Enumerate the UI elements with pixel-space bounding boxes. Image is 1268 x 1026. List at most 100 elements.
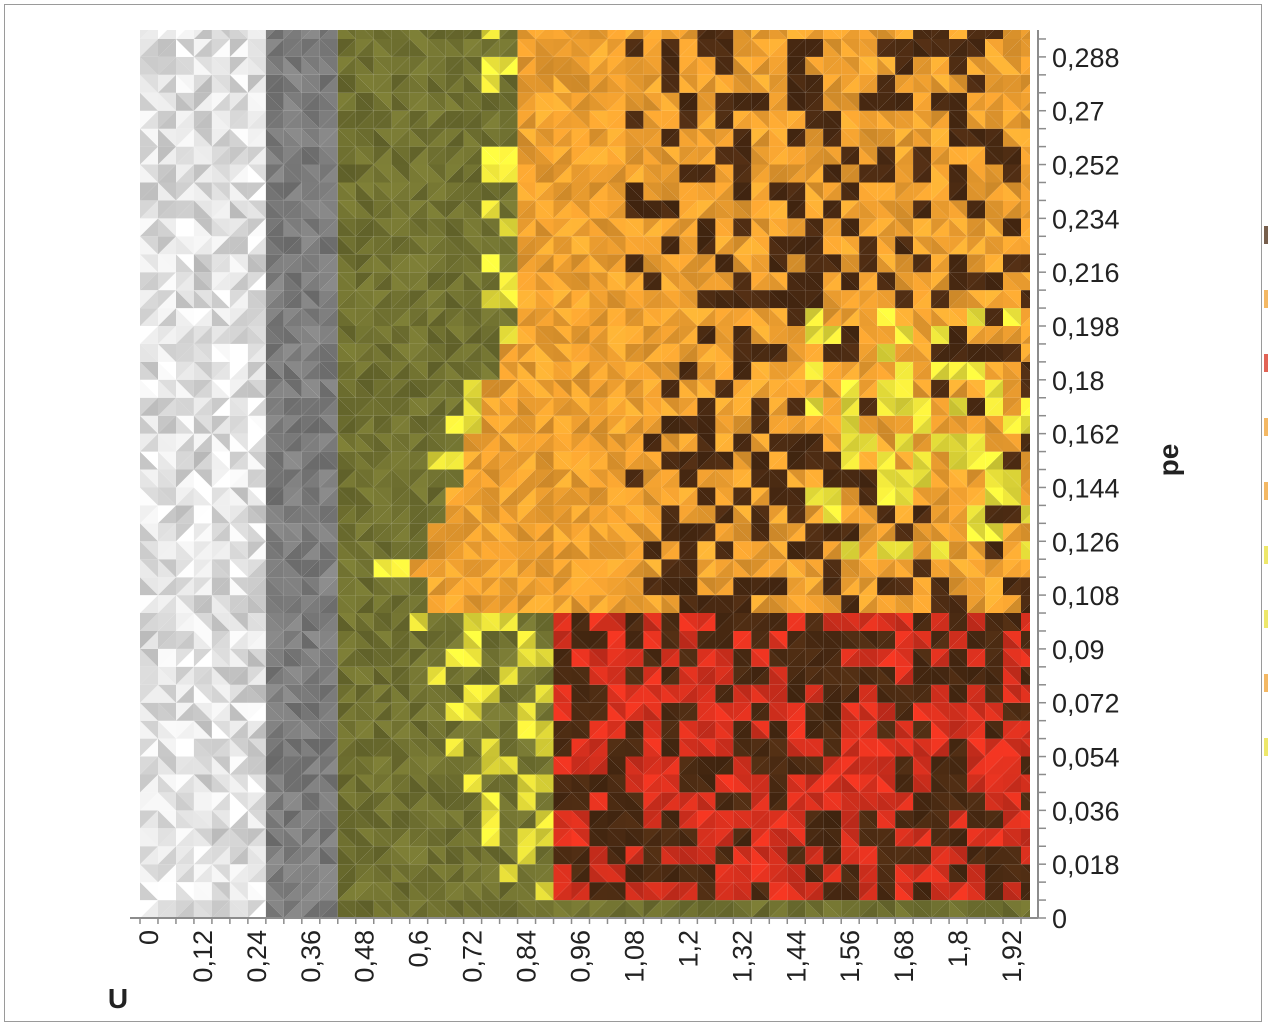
heatmap-cell xyxy=(535,236,554,255)
heatmap-cell xyxy=(607,505,626,524)
heatmap-cell xyxy=(913,92,932,111)
heatmap-cell xyxy=(805,218,824,237)
heatmap-cell xyxy=(769,505,788,524)
heatmap-cell xyxy=(355,541,374,560)
heatmap-cell xyxy=(877,218,896,237)
heatmap-cell xyxy=(679,666,698,685)
heatmap-cell xyxy=(895,236,914,255)
heatmap-cell xyxy=(697,218,716,237)
heatmap-cell xyxy=(895,505,914,524)
heatmap-cell xyxy=(805,577,824,596)
heatmap-cell xyxy=(499,684,518,703)
heatmap-cell xyxy=(553,720,572,739)
heatmap-cell xyxy=(265,523,284,542)
heatmap-cell xyxy=(337,272,356,291)
heatmap-cell xyxy=(697,308,716,326)
heatmap-cell xyxy=(697,720,716,739)
heatmap-cell xyxy=(859,864,878,883)
heatmap-cell xyxy=(265,828,284,847)
heatmap-cell xyxy=(733,164,752,183)
heatmap-cell xyxy=(409,146,428,165)
heatmap-cell xyxy=(571,648,590,667)
heatmap-cell xyxy=(607,379,626,398)
heatmap-cell xyxy=(463,648,482,667)
heatmap-cell xyxy=(463,415,482,434)
heatmap-cell xyxy=(625,415,644,434)
heatmap-cell xyxy=(697,361,716,380)
heatmap-cell xyxy=(643,343,662,362)
heatmap-cell xyxy=(499,541,518,560)
heatmap-cell xyxy=(859,128,878,147)
heatmap-cell xyxy=(607,200,626,219)
heatmap-cell xyxy=(877,541,896,560)
heatmap-cell xyxy=(841,559,860,578)
heatmap-cell xyxy=(967,272,986,291)
heatmap-cell xyxy=(949,756,968,775)
heatmap-cell xyxy=(265,900,284,918)
heatmap-cell xyxy=(751,254,770,273)
heatmap-cell xyxy=(949,487,968,506)
heatmap-cell xyxy=(643,792,662,811)
heatmap-cell xyxy=(823,487,842,506)
heatmap-cell xyxy=(931,290,950,309)
heatmap-cell xyxy=(1021,308,1030,326)
heatmap-cell xyxy=(715,182,734,201)
heatmap-cell xyxy=(319,487,338,506)
heatmap-cell xyxy=(805,523,824,542)
heatmap-cell xyxy=(463,343,482,362)
heatmap-cell xyxy=(158,702,176,721)
heatmap-cell xyxy=(247,774,266,793)
heatmap-cell xyxy=(427,308,446,326)
heatmap-cell xyxy=(841,326,860,344)
heatmap-cell xyxy=(625,218,644,237)
heatmap-cell xyxy=(751,469,770,488)
heatmap-cell xyxy=(283,595,302,613)
heatmap-cell xyxy=(553,200,572,219)
heatmap-cell xyxy=(319,128,338,147)
heatmap-cell xyxy=(967,541,986,560)
heatmap-cell xyxy=(301,451,320,470)
heatmap-cell xyxy=(140,74,158,93)
heatmap-cell xyxy=(229,182,248,201)
heatmap-cell xyxy=(859,720,878,739)
heatmap-cell xyxy=(409,720,428,739)
heatmap-cell xyxy=(805,720,824,739)
heatmap-cell xyxy=(715,308,734,326)
heatmap-cell xyxy=(158,559,176,578)
heatmap-cell xyxy=(211,505,230,524)
heatmap-cell xyxy=(283,308,302,326)
heatmap-cell xyxy=(373,56,392,75)
heatmap-cell xyxy=(643,559,662,578)
heatmap-cell xyxy=(859,308,878,326)
heatmap-cell xyxy=(643,30,653,39)
heatmap-cell xyxy=(229,218,248,237)
heatmap-cell xyxy=(895,451,914,470)
heatmap-cell xyxy=(931,182,950,201)
heatmap-cell xyxy=(158,487,176,506)
heatmap-cell xyxy=(355,56,374,75)
heatmap-cell xyxy=(1003,361,1021,380)
heatmap-cell xyxy=(769,415,788,434)
heatmap-cell xyxy=(319,738,338,757)
heatmap-cell xyxy=(445,56,464,75)
heatmap-cell xyxy=(733,30,752,39)
heatmap-cell xyxy=(499,254,518,273)
heatmap-cell xyxy=(499,379,518,398)
heatmap-cell xyxy=(535,415,554,434)
heatmap-cell xyxy=(535,128,554,147)
heatmap-cell xyxy=(787,487,806,506)
heatmap-cell xyxy=(391,343,410,362)
heatmap-cell xyxy=(733,577,752,596)
heatmap-cell xyxy=(301,577,320,596)
heatmap-cell xyxy=(283,541,302,560)
heatmap-cell xyxy=(661,56,680,75)
heatmap-cell xyxy=(535,254,554,273)
heatmap-cell xyxy=(913,505,932,524)
heatmap-cell xyxy=(715,74,734,93)
heatmap-cell xyxy=(301,200,320,219)
heatmap-cell xyxy=(805,631,824,649)
heatmap-cell xyxy=(877,828,896,847)
heatmap-cell xyxy=(319,810,338,829)
heatmap-cell xyxy=(229,164,248,183)
heatmap-cell xyxy=(391,128,410,147)
